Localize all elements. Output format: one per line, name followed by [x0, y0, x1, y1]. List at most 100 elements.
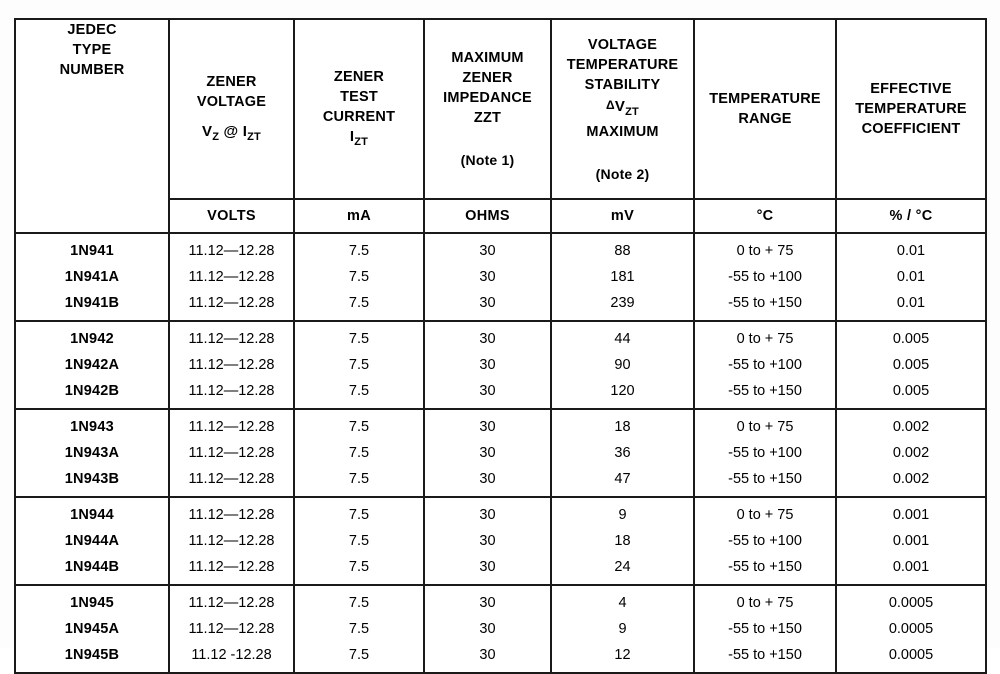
cell-stack: 44 90 120: [552, 326, 693, 404]
cell-test-current: 7.5: [348, 295, 370, 311]
cell-temperature-coefficient: 0.005: [892, 357, 930, 373]
spacer: [170, 112, 293, 122]
cell-voltage-stability-group: 44 90 120: [550, 320, 695, 410]
cell-zener-impedance: 30: [479, 595, 496, 611]
cell-type-number: 1N943: [70, 419, 114, 435]
cell-stack: 11.12—12.28 11.12—12.28 11.12—12.28: [170, 502, 293, 580]
table-row-group: 1N945 1N945A 1N945B 11.12—12.28 11.12—12.28 1…: [14, 584, 987, 674]
cell-temperature-coefficient: 0.005: [892, 383, 930, 399]
cell-temperature-range-group: 0 to + 75 -55 to +100 -55 to +150: [693, 496, 837, 586]
cell-zener-impedance-group: 30 30 30: [423, 496, 552, 586]
cell-voltage-stability: 12: [614, 647, 631, 663]
cell-type-number-group: 1N943 1N943A 1N943B: [14, 408, 170, 498]
table-body: 1N941 1N941A 1N941B 11.12—12.28 11.12—12.28 1…: [14, 232, 987, 674]
cell-temperature-coefficient: 0.002: [892, 471, 930, 487]
unit-ma: mA: [293, 198, 425, 234]
cell-stack: 7.5 7.5 7.5: [295, 590, 423, 668]
cell-zener-impedance: 30: [479, 383, 496, 399]
cell-stack: 0.001 0.001 0.001: [837, 502, 985, 580]
header-line: TEMPERATURE: [566, 56, 679, 73]
header-line: JEDEC: [67, 22, 117, 38]
cell-zener-voltage-group: 11.12—12.28 11.12—12.28 11.12—12.28: [168, 320, 295, 410]
cell-stack: 0 to + 75 -55 to +100 -55 to +150: [695, 414, 835, 492]
cell-zener-impedance: 30: [479, 243, 496, 259]
cell-stack: 30 30 30: [425, 590, 550, 668]
cell-zener-voltage: 11.12—12.28: [188, 507, 275, 523]
cell-test-current-group: 7.5 7.5 7.5: [293, 408, 425, 498]
cell-test-current: 7.5: [348, 533, 370, 549]
cell-stack: 0 to + 75 -55 to +100 -55 to +150: [695, 238, 835, 316]
cell-stack: 7.5 7.5 7.5: [295, 326, 423, 404]
header-line: TEMPERATURE: [709, 91, 821, 107]
cell-temperature-range: -55 to +150: [728, 621, 802, 637]
unit-ohms: OHMS: [423, 198, 552, 234]
cell-zener-impedance: 30: [479, 269, 496, 285]
header-line: VOLTAGE: [587, 36, 658, 53]
cell-stack: 11.12—12.28 11.12—12.28 11.12—12.28: [170, 326, 293, 404]
cell-test-current: 7.5: [348, 445, 370, 461]
cell-zener-voltage: 11.12—12.28: [188, 331, 275, 347]
cell-stack: 30 30 30: [425, 502, 550, 580]
header-line: MAXIMUM: [451, 50, 524, 66]
cell-stack: 0.002 0.002 0.002: [837, 414, 985, 492]
cell-temperature-range: -55 to +100: [728, 357, 802, 373]
cell-voltage-stability: 120: [610, 383, 635, 399]
header-line: IMPEDANCE: [443, 90, 532, 106]
header-line: RANGE: [738, 111, 792, 127]
cell-stack: 1N941 1N941A 1N941B: [16, 238, 168, 316]
cell-voltage-stability: 90: [614, 357, 631, 373]
symbol-main: V: [614, 97, 626, 115]
symbol-subscript: ZT: [625, 105, 639, 118]
cell-voltage-stability: 24: [614, 559, 631, 575]
cell-zener-voltage: 11.12—12.28: [188, 595, 275, 611]
cell-test-current: 7.5: [348, 621, 370, 637]
symbol-main: I: [349, 127, 355, 145]
cell-zener-impedance: 30: [479, 357, 496, 373]
cell-temperature-coefficient: 0.001: [892, 559, 930, 575]
header-line: STABILITY: [584, 76, 661, 93]
cell-stack: 0.01 0.01 0.01: [837, 238, 985, 316]
table-row-group: 1N943 1N943A 1N943B 11.12—12.28 11.12—12.28 1…: [14, 408, 987, 498]
header-line: NUMBER: [59, 62, 125, 78]
cell-voltage-stability-group: 4 9 12: [550, 584, 695, 674]
cell-zener-voltage: 11.12—12.28: [188, 295, 275, 311]
cell-stack: 7.5 7.5 7.5: [295, 238, 423, 316]
cell-type-number: 1N941B: [64, 295, 120, 311]
cell-type-number: 1N943A: [64, 445, 120, 461]
cell-stack: 7.5 7.5 7.5: [295, 502, 423, 580]
cell-test-current: 7.5: [348, 331, 370, 347]
cell-voltage-stability: 36: [614, 445, 631, 461]
header-line: ZENER: [333, 68, 385, 85]
unit-percent-per-celsius: % / °C: [835, 198, 987, 234]
header-row: JEDEC TYPE NUMBER ZENER VOLTAGE VZ @ IZT…: [14, 18, 987, 234]
cell-stack: 11.12—12.28 11.12—12.28 11.12—12.28: [170, 414, 293, 492]
unit-volts: VOLTS: [168, 198, 295, 234]
cell-test-current: 7.5: [348, 595, 370, 611]
symbol-separator: @: [219, 122, 243, 140]
cell-test-current: 7.5: [348, 559, 370, 575]
cell-type-number: 1N944B: [64, 559, 120, 575]
unit-mv: mV: [550, 198, 695, 234]
cell-zener-impedance: 30: [479, 419, 496, 435]
cell-test-current: 7.5: [348, 357, 370, 373]
cell-test-current: 7.5: [348, 243, 370, 259]
cell-test-current: 7.5: [348, 383, 370, 399]
cell-temperature-range-group: 0 to + 75 -55 to +100 -55 to +150: [693, 232, 837, 322]
header-zener-voltage: ZENER VOLTAGE VZ @ IZT: [168, 18, 295, 200]
cell-voltage-stability: 47: [614, 471, 631, 487]
cell-type-number-group: 1N944 1N944A 1N944B: [14, 496, 170, 586]
cell-temperature-coefficient: 0.005: [892, 331, 930, 347]
cell-temperature-coefficient-group: 0.01 0.01 0.01: [835, 232, 987, 322]
cell-zener-voltage-group: 11.12—12.28 11.12—12.28 11.12—12.28: [168, 232, 295, 322]
units-row: VOLTS mA OHMS mV °C % / °C: [15, 198, 987, 234]
cell-temperature-coefficient: 0.001: [892, 533, 930, 549]
cell-type-number-group: 1N942 1N942A 1N942B: [14, 320, 170, 410]
header-line-maximum: MAXIMUM: [586, 123, 659, 140]
cell-temperature-coefficient: 0.01: [896, 243, 926, 259]
cell-temperature-coefficient: 0.002: [892, 419, 930, 435]
cell-zener-impedance-group: 30 30 30: [423, 232, 552, 322]
datasheet-page: JEDEC TYPE NUMBER ZENER VOLTAGE VZ @ IZT…: [14, 18, 987, 674]
cell-test-current: 7.5: [348, 269, 370, 285]
symbol-main: I: [242, 122, 248, 140]
header-maximum-zener-impedance: MAXIMUM ZENER IMPEDANCE ZZT (Note 1): [423, 18, 552, 200]
